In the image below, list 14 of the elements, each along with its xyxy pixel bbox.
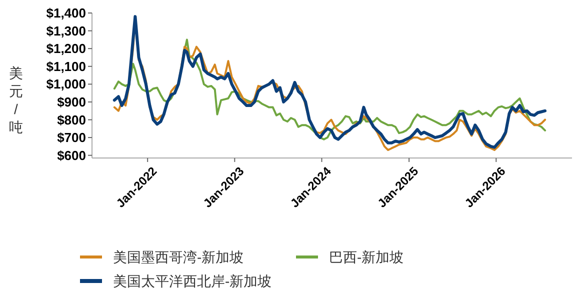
legend-label: 美国太平洋西北岸-新加坡	[113, 272, 272, 289]
y-tick-label: $1,100	[46, 58, 86, 74]
line-series	[113, 38, 546, 140]
y-tick-label: $1,000	[46, 76, 86, 92]
y-tick-label: $1,200	[46, 41, 86, 56]
y-tick-label: $1,400	[46, 6, 86, 21]
y-tick-label: $600	[57, 148, 86, 163]
y-tick-label: $900	[57, 94, 86, 110]
legend-label: 美国墨西哥湾-新加坡	[113, 248, 244, 265]
y-tick-label: $700	[57, 130, 86, 146]
y-axis-title: 美元/吨	[9, 65, 23, 135]
legend-label: 巴西-新加坡	[329, 248, 404, 265]
y-tick-label: $800	[57, 112, 86, 128]
y-tick-label: $1,300	[46, 23, 86, 38]
